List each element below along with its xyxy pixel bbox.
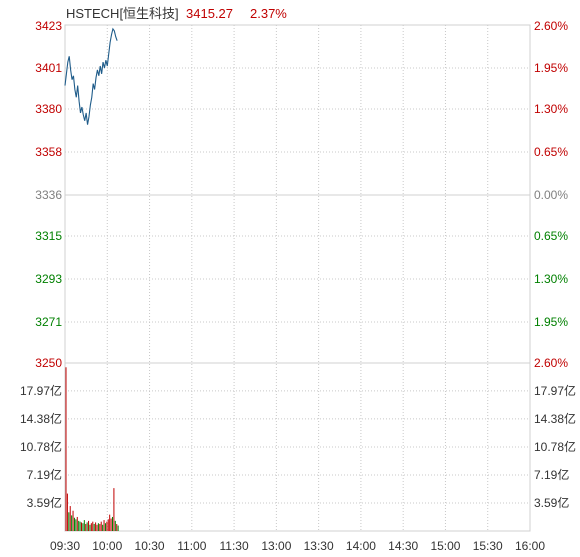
vol-tick-label: 3.59亿	[27, 495, 62, 510]
chart-header: HSTECH[恒生科技] 3415.27 2.37%	[66, 6, 287, 21]
pct-tick-label: 1.95%	[534, 315, 568, 329]
volume-bar	[106, 521, 108, 531]
volume-bar	[95, 522, 97, 531]
volume-bar	[112, 516, 113, 531]
vol-tick-label: 7.19亿	[27, 467, 62, 482]
volume-bar	[68, 512, 70, 531]
volume-bar	[109, 514, 111, 531]
x-tick-label: 14:30	[388, 539, 418, 553]
volume-bars	[65, 367, 119, 531]
volume-bar	[78, 520, 80, 531]
volume-bar	[104, 523, 106, 531]
volume-bar	[93, 523, 95, 531]
volume-bar	[89, 524, 91, 531]
x-tick-label: 14:00	[346, 539, 376, 553]
pct-tick-label: 0.65%	[534, 145, 568, 159]
volume-bar	[97, 523, 99, 531]
price-tick-label: 3380	[35, 102, 62, 116]
pct-tick-label: 2.60%	[534, 356, 568, 370]
volume-bar	[113, 488, 115, 531]
vol-tick-label: 17.97亿	[20, 383, 62, 398]
volume-bar	[107, 519, 109, 531]
chart-frame	[64, 24, 531, 532]
volume-bar	[72, 510, 74, 531]
volume-bar	[69, 506, 71, 531]
price-tick-label: 3315	[35, 229, 62, 243]
pct-tick-label: 0.00%	[534, 188, 568, 202]
index-change-pct: 2.37%	[250, 6, 287, 21]
volume-bar	[88, 520, 90, 531]
index-price: 3415.27	[186, 6, 233, 21]
price-line-group	[64, 27, 118, 125]
volume-bar	[75, 519, 77, 531]
price-tick-label: 3401	[35, 61, 62, 75]
index-symbol: HSTECH[恒生科技]	[66, 6, 179, 21]
volume-bar	[110, 518, 112, 531]
volume-bar	[86, 522, 88, 531]
volume-bar	[92, 521, 94, 531]
price-line	[64, 27, 118, 125]
price-tick-label: 3271	[35, 315, 62, 329]
x-tick-label: 13:00	[261, 539, 291, 553]
price-tick-label: 3358	[35, 145, 62, 159]
volume-bar	[83, 520, 85, 531]
volume-bar	[90, 523, 92, 531]
volume-bar	[116, 523, 118, 531]
volume-bar	[96, 524, 98, 531]
x-tick-label: 16:00	[515, 539, 545, 553]
vol-tick-label: 10.78亿	[20, 439, 62, 454]
x-tick-label: 15:00	[430, 539, 460, 553]
volume-bar	[82, 523, 84, 531]
pct-tick-label: 2.60%	[534, 19, 568, 33]
x-tick-label: 15:30	[473, 539, 503, 553]
x-tick-label: 10:00	[92, 539, 122, 553]
volume-bar	[71, 515, 73, 531]
vol-tick-label: 14.38亿	[20, 411, 62, 426]
x-tick-label: 11:30	[220, 539, 249, 553]
volume-bar	[100, 521, 102, 531]
x-tick-label: 10:30	[135, 539, 165, 553]
volume-bar	[66, 493, 68, 531]
volume-bar	[79, 521, 81, 531]
vol-tick-label-right: 14.38亿	[534, 411, 576, 426]
vol-tick-label-right: 3.59亿	[534, 495, 569, 510]
volume-bar	[99, 523, 101, 531]
pct-tick-label: 1.95%	[534, 61, 568, 75]
volume-bar	[117, 525, 119, 531]
pct-tick-label: 1.30%	[534, 102, 568, 116]
price-tick-label: 3423	[35, 19, 62, 33]
x-tick-label: 09:30	[50, 539, 80, 553]
volume-bar	[81, 522, 82, 531]
axis-labels: 09:30 10:00 10:30 11:00 11:30 13:00 13:30 14:00…	[20, 19, 576, 553]
x-tick-label: 13:30	[304, 539, 334, 553]
x-tick-label: 11:00	[177, 539, 206, 553]
volume-bar	[103, 520, 105, 531]
volume-bar	[76, 516, 78, 531]
pct-tick-label: 0.65%	[534, 229, 568, 243]
vol-tick-label-right: 10.78亿	[534, 439, 576, 454]
volume-bar	[73, 517, 75, 531]
volume-bar	[102, 524, 104, 531]
vol-tick-label-right: 7.19亿	[534, 467, 569, 482]
volume-bar	[114, 520, 116, 531]
price-tick-label: 3250	[35, 356, 62, 370]
volume-bar	[85, 523, 87, 531]
vol-tick-label-right: 17.97亿	[534, 383, 576, 398]
plot-frame	[64, 24, 531, 532]
price-tick-label: 3293	[35, 272, 62, 286]
price-tick-label: 3336	[35, 188, 62, 202]
pct-tick-label: 1.30%	[534, 272, 568, 286]
volume-bar	[65, 367, 67, 531]
